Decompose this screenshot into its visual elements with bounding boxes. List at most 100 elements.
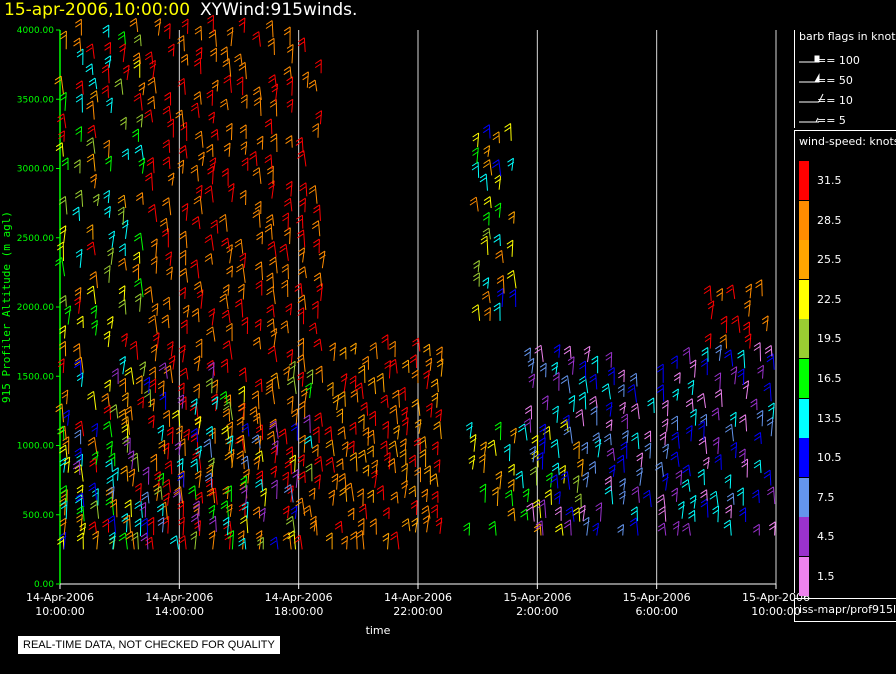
wind-barb bbox=[389, 404, 399, 425]
wind-barb bbox=[85, 63, 94, 76]
wind-barb bbox=[568, 394, 576, 412]
wind-barb bbox=[524, 347, 531, 360]
speed-label: 19.5 bbox=[817, 332, 842, 346]
wind-barb bbox=[235, 263, 246, 283]
wind-barb bbox=[128, 468, 136, 487]
wind-barb bbox=[553, 344, 561, 358]
wind-barb bbox=[267, 345, 278, 363]
wind-barb bbox=[271, 440, 279, 456]
wind-barb bbox=[401, 406, 408, 420]
wind-barb bbox=[238, 502, 246, 518]
wind-barb bbox=[75, 18, 82, 36]
wind-barb bbox=[529, 445, 537, 463]
wind-barb bbox=[504, 123, 512, 141]
wind-barb bbox=[410, 500, 418, 515]
wind-barb bbox=[175, 425, 183, 440]
wind-barb bbox=[119, 356, 127, 375]
wind-barb bbox=[469, 196, 479, 212]
wind-barb bbox=[269, 418, 278, 433]
wind-barb bbox=[552, 405, 559, 423]
wind-barb bbox=[169, 535, 180, 550]
wind-barb bbox=[178, 344, 186, 363]
wind-barb bbox=[219, 293, 229, 310]
wind-barb bbox=[358, 503, 368, 520]
wind-barb bbox=[251, 390, 260, 410]
wind-barb bbox=[313, 204, 321, 221]
wind-barb bbox=[712, 505, 720, 523]
wind-barb bbox=[390, 531, 400, 550]
wind-barb bbox=[74, 287, 82, 301]
wind-barb bbox=[265, 214, 275, 226]
wind-barb bbox=[179, 230, 188, 249]
x-tick-time: 2:00:00 bbox=[516, 605, 558, 618]
wind-barb bbox=[63, 456, 71, 473]
wind-barb bbox=[125, 531, 135, 550]
wind-barb bbox=[282, 505, 290, 519]
wind-barb bbox=[167, 43, 175, 57]
speed-swatch bbox=[799, 477, 809, 517]
wind-barb bbox=[367, 489, 374, 503]
wind-barb bbox=[219, 390, 228, 405]
wind-barb bbox=[606, 447, 616, 461]
wind-barb bbox=[682, 464, 691, 477]
wind-barb bbox=[297, 229, 306, 248]
speed-swatch bbox=[799, 398, 809, 438]
wind-barb bbox=[494, 202, 502, 218]
wind-barb bbox=[425, 402, 433, 418]
wind-barb bbox=[129, 17, 139, 33]
x-tick-date: 14-Apr-2006 bbox=[145, 591, 213, 604]
wind-barb bbox=[299, 182, 308, 197]
quality-disclaimer: REAL-TIME DATA, NOT CHECKED FOR QUALITY bbox=[18, 636, 280, 654]
wind-barb bbox=[268, 74, 277, 87]
wind-barb bbox=[164, 91, 172, 106]
wind-barb bbox=[260, 487, 267, 507]
wind-barb bbox=[315, 365, 324, 383]
wind-barb bbox=[204, 234, 214, 251]
wind-barb bbox=[166, 266, 173, 280]
wind-barb bbox=[79, 522, 87, 536]
wind-barb bbox=[121, 416, 130, 435]
wind-barb bbox=[258, 507, 266, 522]
wind-barb bbox=[211, 379, 219, 394]
wind-barb bbox=[291, 408, 299, 426]
wind-barb bbox=[132, 128, 139, 142]
wind-barb bbox=[103, 189, 110, 204]
wind-barb bbox=[480, 441, 488, 456]
wind-barb bbox=[712, 436, 720, 454]
wind-barb bbox=[658, 506, 667, 522]
wind-barb bbox=[146, 157, 155, 174]
wind-barb bbox=[409, 354, 418, 368]
wind-barb bbox=[59, 295, 67, 307]
speed-label: 28.5 bbox=[817, 213, 842, 227]
wind-barb bbox=[411, 337, 421, 352]
wind-barb bbox=[195, 491, 204, 504]
wind-barb bbox=[256, 231, 264, 245]
speed-legend: wind-speed: knots 31.5 28.5 25.5 22.5 19.5 16… bbox=[794, 130, 896, 596]
wind-barb bbox=[286, 98, 294, 113]
wind-barb bbox=[314, 474, 321, 490]
wind-barb bbox=[190, 531, 198, 550]
wind-barb bbox=[730, 441, 738, 459]
wind-barb bbox=[411, 398, 421, 416]
wind-barb bbox=[190, 458, 199, 472]
wind-barb bbox=[87, 436, 98, 455]
wind-barb bbox=[349, 375, 357, 389]
wind-barb bbox=[241, 316, 249, 334]
wind-barb bbox=[700, 498, 709, 518]
wind-barb bbox=[482, 159, 493, 176]
wind-barb bbox=[91, 451, 99, 466]
wind-barb bbox=[707, 300, 715, 320]
wind-barb bbox=[133, 232, 144, 251]
wind-barb bbox=[168, 355, 176, 370]
wind-barb bbox=[86, 224, 94, 240]
flag-5-icon bbox=[815, 117, 819, 123]
wind-barb bbox=[223, 74, 232, 93]
wind-barb bbox=[92, 530, 99, 550]
wind-barb bbox=[209, 157, 217, 172]
wind-barb bbox=[369, 342, 378, 360]
wind-barb bbox=[494, 421, 502, 441]
wind-barb bbox=[326, 381, 334, 397]
wind-barb bbox=[269, 98, 278, 117]
wind-barb bbox=[175, 109, 185, 128]
wind-barb bbox=[313, 272, 323, 287]
